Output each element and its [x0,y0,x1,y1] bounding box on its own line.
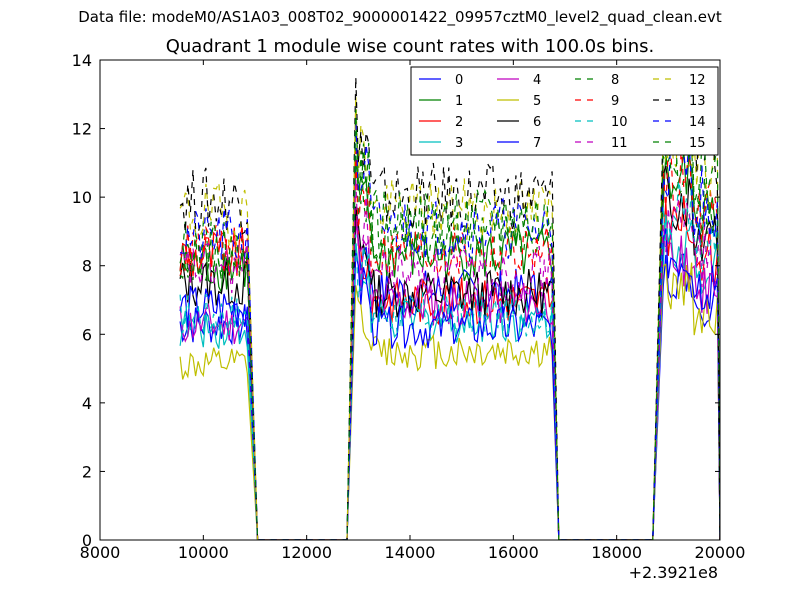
series-line-5 [179,262,720,540]
y-tick-label: 14 [72,51,92,70]
series-line-10 [179,180,720,540]
x-tick-label: 12000 [281,543,332,562]
legend-label-11: 11 [611,136,628,151]
x-tick-label: 18000 [591,543,642,562]
legend-label-9: 9 [611,94,619,109]
legend-label-7: 7 [533,136,541,151]
legend-box [410,66,719,156]
legend-label-15: 15 [689,136,706,151]
legend-label-3: 3 [455,136,463,151]
series-line-15 [179,109,720,540]
legend-label-4: 4 [533,73,541,88]
legend-label-8: 8 [611,73,619,88]
x-tick-label: 8000 [80,543,121,562]
x-tick-label: 14000 [385,543,436,562]
figure-suptitle: Data file: modeM0/AS1A03_008T02_90000014… [78,8,722,26]
series-line-14 [179,118,720,540]
x-axis-offset-label: +2.3921e8 [629,563,718,582]
y-tick-label: 4 [82,394,92,413]
series-line-8 [179,125,720,540]
legend-label-0: 0 [455,73,463,88]
x-tick-label: 16000 [488,543,539,562]
x-tick-label: 20000 [695,543,746,562]
y-tick-label: 0 [82,531,92,550]
series-line-7 [179,228,720,540]
series-line-11 [179,178,720,540]
y-tick-label: 8 [82,257,92,276]
legend-label-14: 14 [689,115,706,130]
legend-label-1: 1 [455,94,463,109]
x-tick-label: 10000 [178,543,229,562]
y-tick-label: 2 [82,462,92,481]
legend-label-2: 2 [455,115,463,130]
y-tick-label: 12 [72,120,92,139]
legend-label-6: 6 [533,115,541,130]
legend-label-10: 10 [611,115,628,130]
legend-label-5: 5 [533,94,541,109]
legend-label-12: 12 [689,73,706,88]
chart-title: Quadrant 1 module wise count rates with … [165,36,655,57]
y-tick-label: 6 [82,325,92,344]
legend-label-13: 13 [689,94,706,109]
series-line-9 [179,144,720,540]
y-tick-label: 10 [72,188,92,207]
x-axis: 8000 10000 12000 14000 16000 18000 20000 [80,60,746,562]
series-line-6 [179,165,720,540]
series-line-12 [179,87,720,540]
